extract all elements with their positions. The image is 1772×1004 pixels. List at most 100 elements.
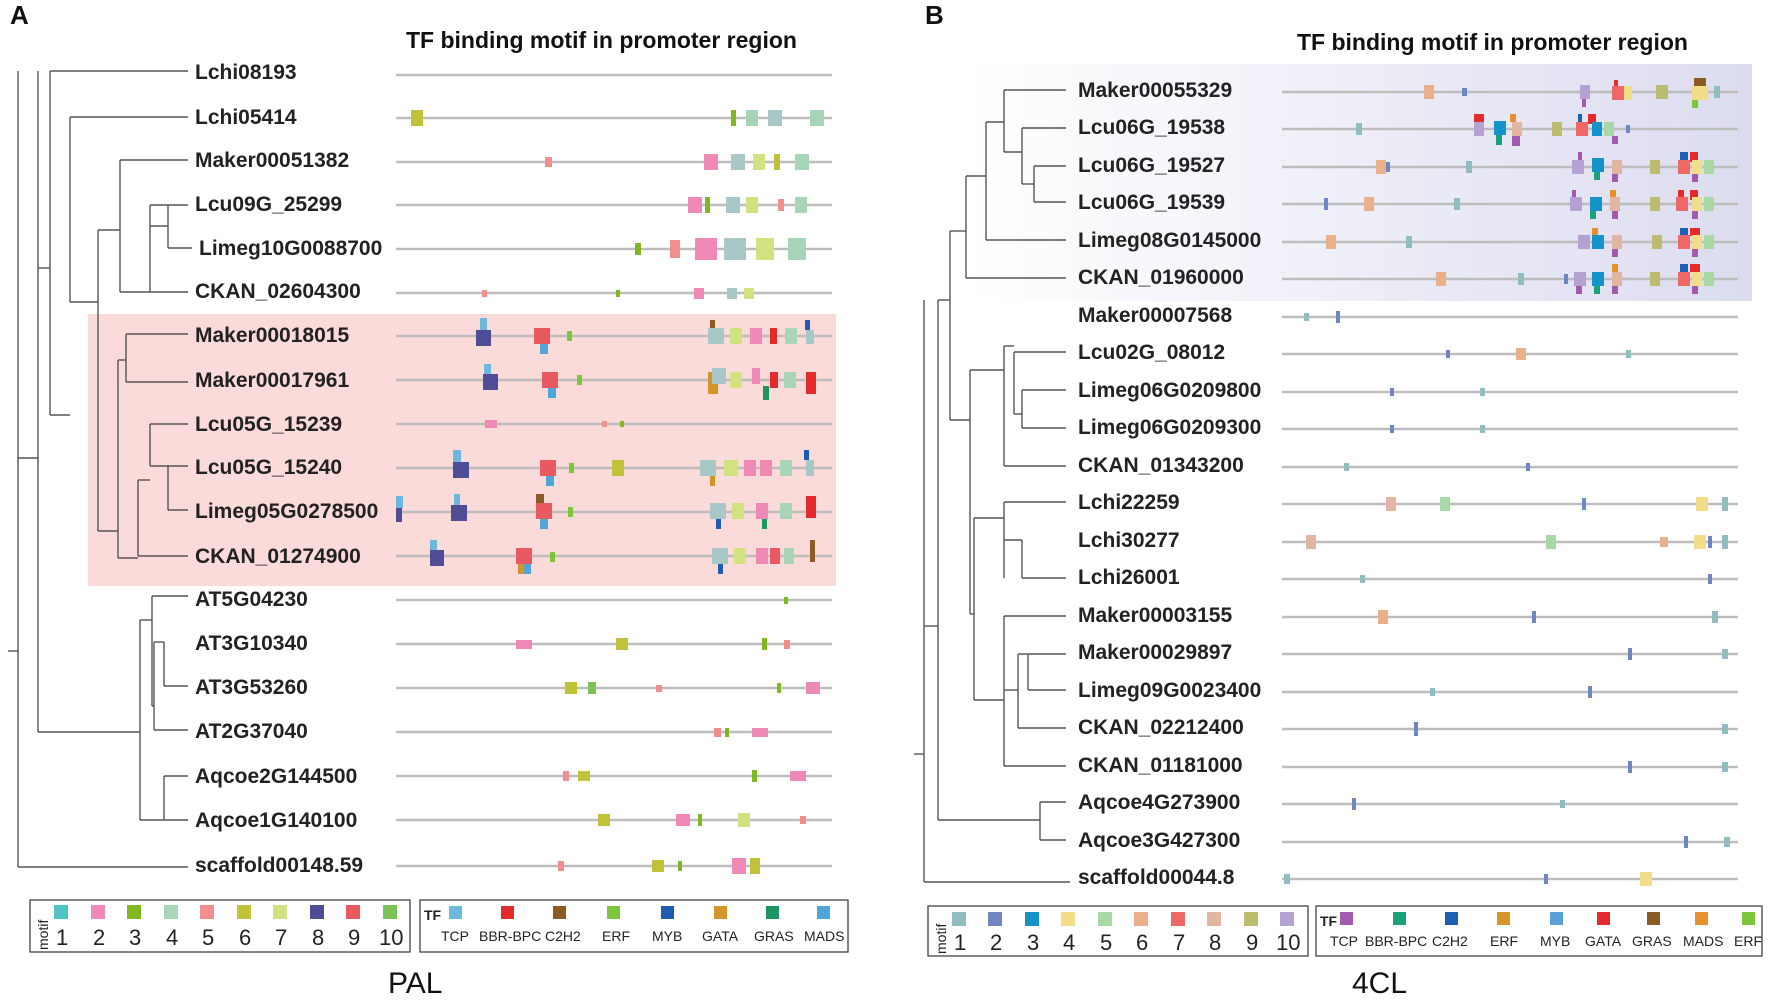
tf-legend-label: GRAS [1632,933,1672,949]
motif-box [726,197,740,213]
motif-box [752,770,757,782]
legend-number: 6 [239,925,251,950]
panel-b: B TF binding motif in promoter region [914,0,1762,1000]
tf-legend-label: MYB [652,928,682,944]
motif-box [1704,235,1714,249]
motif-box [1390,388,1394,396]
motif-box [1612,86,1624,100]
motif-box [1564,274,1568,284]
gene-label: CKAN_01343200 [1078,454,1244,477]
motif-box [732,503,744,519]
tf-legend-label: BBR-BPC [479,928,541,944]
motif-box [1714,86,1720,98]
motif-box [1628,761,1632,773]
legend-number: 8 [1209,930,1221,955]
tf-mark [430,540,437,550]
motif-box [1712,611,1718,623]
tf-mark [1692,249,1698,257]
motif-box [485,420,497,428]
legend-number: 6 [1136,930,1148,955]
motif-box [1284,874,1290,884]
tf-mark [1582,99,1586,107]
motif-box [1724,837,1730,847]
motif-box [698,814,702,826]
motif-box [451,505,467,521]
motif-box [1628,648,1632,660]
legend-swatch [1207,912,1221,926]
gene-label: Maker00029897 [1078,641,1232,664]
motif-box [1704,272,1714,286]
motif-box [1604,122,1614,136]
gene-label: CKAN_01960000 [1078,266,1244,289]
motif-box [800,816,806,824]
legend-swatch [1393,912,1406,925]
legend-swatch [1280,912,1294,926]
motif-box [635,243,641,255]
tf-legend-title: TF [1320,913,1338,929]
motif-box [694,288,704,299]
tf-mark [1612,136,1618,144]
motif-box [1626,125,1630,133]
motif-box [1612,272,1622,286]
tf-legend-label: C2H2 [1432,933,1468,949]
motif-box [1424,85,1434,99]
motif-box [710,503,726,519]
tf-legend-label: TCP [1330,933,1358,949]
legend-swatch [661,906,674,919]
legend-swatch [553,906,566,919]
legend-swatch [54,905,68,919]
motif-box [704,154,718,170]
motif-box [656,685,662,692]
motif-box [1378,610,1388,624]
motif-box [780,460,792,476]
tf-mark [1572,190,1576,198]
legend-swatch [1647,912,1660,925]
motif-box [725,728,729,737]
tf-mark [1694,78,1706,86]
motif-box [1624,86,1632,100]
tf-legend-b: TF TCP BBR-BPC C2H2 ERF MYB GATA GRAS MA… [1316,906,1762,956]
gene-label: Lchi08193 [195,61,297,84]
motif-legend-b: motif 1 2 3 4 5 6 7 8 9 10 [928,906,1308,956]
motif-box [1708,574,1712,584]
motif-box [1474,122,1484,136]
gene-label: Lcu06G_19539 [1078,191,1225,214]
tf-mark [1578,152,1582,160]
tf-mark [1612,174,1618,182]
legend-number: 1 [954,930,966,955]
motif-box [1578,235,1590,249]
tf-mark [763,386,769,400]
legend-swatch [1025,912,1039,926]
panel-b-title: TF binding motif in promoter region [1297,29,1688,55]
gene-label: Maker00007568 [1078,304,1232,327]
motif-box [1684,836,1688,848]
panel-a-gene-family-label: PAL [388,967,442,1000]
gene-label: Lchi26001 [1078,566,1180,589]
legend-number: 7 [1173,930,1185,955]
motif-box [430,550,444,566]
motif-box [746,110,758,126]
tf-legend-label: MYB [1540,933,1570,949]
gene-label: Lcu02G_08012 [1078,341,1225,364]
motif-box [1582,498,1586,510]
tf-mark [1578,114,1582,122]
legend-swatch [1061,912,1075,926]
motif-box [688,197,702,213]
motif-box [760,460,772,476]
motif-box [1454,198,1460,210]
motif-box [750,858,760,874]
tf-legend-label: ERF [602,928,630,944]
motif-legend-title: motif [35,920,51,950]
motif-box [1650,160,1660,174]
motif-box [482,290,487,297]
legend-number: 9 [348,925,360,950]
gene-label: AT2G37040 [195,720,308,743]
motif-box [545,157,552,167]
motif-box [1336,311,1340,323]
motif-box [1722,497,1728,511]
legend-number: 7 [275,925,287,950]
motif-box [1676,197,1688,211]
motif-box [598,814,610,826]
motif-box [1480,388,1485,396]
motif-box [785,328,797,344]
